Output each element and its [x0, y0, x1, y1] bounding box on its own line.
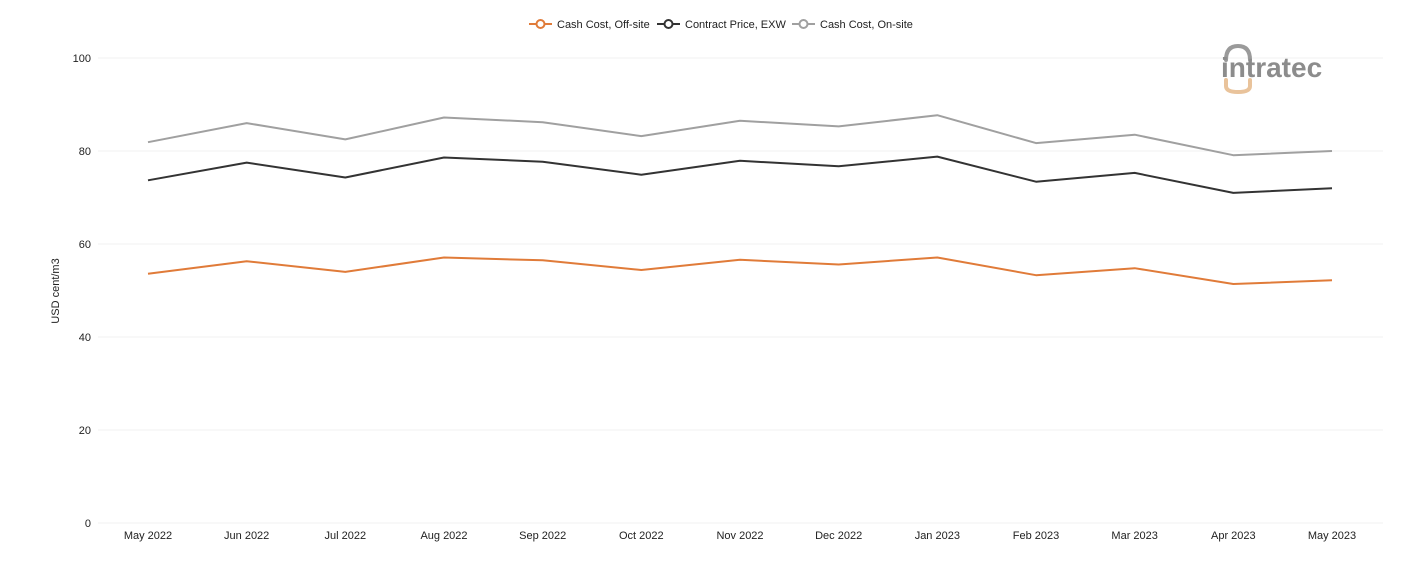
y-tick-label: 80 [79, 146, 91, 158]
x-tick-label: May 2023 [1308, 530, 1356, 542]
x-tick-label: Apr 2023 [1211, 530, 1256, 542]
legend-item-2[interactable]: Cash Cost, On-site [792, 19, 913, 31]
legend-item-0[interactable]: Cash Cost, Off-site [529, 19, 650, 31]
intratec-logo: intratec [1221, 43, 1322, 95]
legend-label: Cash Cost, Off-site [557, 19, 650, 31]
x-tick-label: Aug 2022 [420, 530, 467, 542]
legend-circle-icon [798, 19, 809, 29]
logo-text: intratec [1221, 52, 1322, 83]
y-tick-label: 60 [79, 239, 91, 251]
series-line-0 [147, 256, 1333, 285]
legend-label: Cash Cost, On-site [820, 19, 913, 31]
series-lines [147, 114, 1333, 285]
x-tick-label: May 2022 [124, 530, 172, 542]
legend-label: Contract Price, EXW [685, 19, 786, 31]
x-tick-label: Mar 2023 [1111, 530, 1157, 542]
gridlines [98, 57, 1383, 524]
x-tick-label: Oct 2022 [619, 530, 664, 542]
y-axis-ticks: 0 20 40 60 80 100 [73, 53, 91, 530]
logo-accent-icon [1224, 78, 1252, 95]
x-tick-label: Jun 2022 [224, 530, 269, 542]
x-tick-label: Jul 2022 [325, 530, 367, 542]
y-tick-label: 40 [79, 332, 91, 344]
series-line-1 [147, 155, 1333, 194]
x-tick-label: Sep 2022 [519, 530, 566, 542]
series-line-2 [147, 114, 1333, 157]
y-tick-label: 20 [79, 425, 91, 437]
legend[interactable]: Cash Cost, Off-site Contract Price, EXW Ca… [529, 19, 913, 31]
y-tick-label: 0 [85, 518, 91, 530]
y-tick-label: 100 [73, 53, 91, 65]
x-tick-label: Nov 2022 [716, 530, 763, 542]
x-tick-label: Feb 2023 [1013, 530, 1059, 542]
legend-item-1[interactable]: Contract Price, EXW [657, 19, 786, 31]
legend-circle-icon [535, 19, 546, 29]
x-axis-ticks: May 2022 Jun 2022 Jul 2022 Aug 2022 Sep 2022… [124, 530, 1356, 542]
legend-circle-icon [663, 19, 674, 29]
x-tick-label: Dec 2022 [815, 530, 862, 542]
y-axis-title: USD cent/m3 [50, 258, 62, 323]
logo-arc-icon [1224, 43, 1252, 62]
x-tick-label: Jan 2023 [915, 530, 960, 542]
